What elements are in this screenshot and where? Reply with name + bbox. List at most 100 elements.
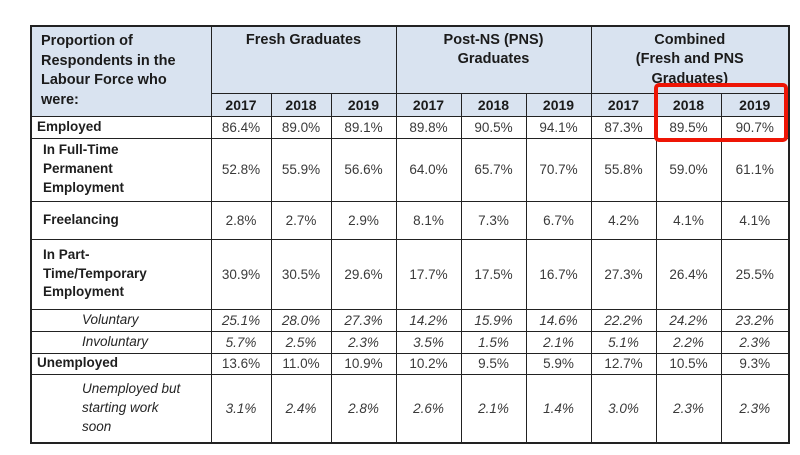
table-row: Freelancing 2.8% 2.7% 2.9% 8.1% 7.3% 6.7% 4.2% 4… [30, 200, 790, 240]
value-cell: 4.1% [720, 200, 790, 240]
row-label: In Full-Time Permanent Employment [30, 137, 212, 202]
value-cell: 10.5% [655, 352, 722, 375]
value-cell: 8.1% [395, 200, 462, 240]
row-label: Unemployed [30, 352, 212, 375]
row-label: Voluntary [30, 308, 212, 332]
value-cell: 2.7% [270, 200, 332, 240]
value-cell: 2.3% [655, 373, 722, 444]
value-cell: 86.4% [210, 115, 272, 139]
value-cell: 16.7% [525, 238, 592, 310]
value-cell: 10.9% [330, 352, 397, 375]
value-cell: 90.5% [460, 115, 527, 139]
value-cell: 2.1% [460, 373, 527, 444]
value-cell: 11.0% [270, 352, 332, 375]
value-cell: 89.0% [270, 115, 332, 139]
year-header: 2018 [655, 92, 722, 117]
value-cell: 2.3% [330, 330, 397, 354]
value-cell: 2.2% [655, 330, 722, 354]
value-cell: 2.6% [395, 373, 462, 444]
value-cell: 17.7% [395, 238, 462, 310]
value-cell: 27.3% [330, 308, 397, 332]
row-label: In Part- Time/Temporary Employment [30, 238, 212, 310]
table-row: Unemployed but starting work soon 3.1% 2.4… [30, 373, 790, 444]
table-row: Voluntary 25.1% 28.0% 27.3% 14.2% 15.9% 14.6% 2… [30, 308, 790, 332]
row-label: Employed [30, 115, 212, 139]
employment-table: Proportion of Respondents in the Labour … [30, 25, 790, 444]
table-row: Employed 86.4% 89.0% 89.1% 89.8% 90.5% 94.1% 87… [30, 115, 790, 139]
value-cell: 13.6% [210, 352, 272, 375]
table-row: Unemployed 13.6% 11.0% 10.9% 10.2% 9.5% 5.9% 12… [30, 352, 790, 375]
value-cell: 55.8% [590, 137, 657, 202]
value-cell: 3.1% [210, 373, 272, 444]
value-cell: 55.9% [270, 137, 332, 202]
value-cell: 28.0% [270, 308, 332, 332]
value-cell: 2.8% [210, 200, 272, 240]
value-cell: 26.4% [655, 238, 722, 310]
value-cell: 6.7% [525, 200, 592, 240]
table-row: In Full-Time Permanent Employment 52.8% 55… [30, 137, 790, 202]
table-row: Involuntary 5.7% 2.5% 2.3% 3.5% 1.5% 2.1% 5.1% 2… [30, 330, 790, 354]
value-cell: 90.7% [720, 115, 790, 139]
group-header-post-ns-graduates: Post-NS (PNS) Graduates [395, 25, 592, 94]
year-header: 2019 [720, 92, 790, 117]
row-label: Freelancing [30, 200, 212, 240]
group-header-fresh-graduates: Fresh Graduates [210, 25, 397, 94]
value-cell: 87.3% [590, 115, 657, 139]
value-cell: 2.3% [720, 373, 790, 444]
value-cell: 94.1% [525, 115, 592, 139]
value-cell: 3.5% [395, 330, 462, 354]
value-cell: 23.2% [720, 308, 790, 332]
table-corner-header: Proportion of Respondents in the Labour … [30, 25, 212, 117]
value-cell: 2.4% [270, 373, 332, 444]
year-header-row: 2017 2018 2019 2017 2018 2019 2017 2018 2019 [31, 92, 790, 117]
value-cell: 2.9% [330, 200, 397, 240]
value-cell: 2.3% [720, 330, 790, 354]
year-header: 2018 [270, 92, 332, 117]
value-cell: 22.2% [590, 308, 657, 332]
value-cell: 3.0% [590, 373, 657, 444]
group-header-row: Proportion of Respondents in the Labour … [30, 25, 790, 117]
value-cell: 30.5% [270, 238, 332, 310]
year-header: 2019 [330, 92, 397, 117]
value-cell: 14.2% [395, 308, 462, 332]
value-cell: 5.9% [525, 352, 592, 375]
group-header-combined-graduates: Combined (Fresh and PNS Graduates) [590, 25, 790, 94]
year-header: 2017 [395, 92, 462, 117]
value-cell: 59.0% [655, 137, 722, 202]
value-cell: 29.6% [330, 238, 397, 310]
value-cell: 52.8% [210, 137, 272, 202]
value-cell: 15.9% [460, 308, 527, 332]
value-cell: 25.1% [210, 308, 272, 332]
value-cell: 70.7% [525, 137, 592, 202]
employment-table-container: Proportion of Respondents in the Labour … [30, 25, 790, 444]
value-cell: 5.1% [590, 330, 657, 354]
value-cell: 25.5% [720, 238, 790, 310]
value-cell: 12.7% [590, 352, 657, 375]
value-cell: 2.1% [525, 330, 592, 354]
value-cell: 10.2% [395, 352, 462, 375]
value-cell: 89.5% [655, 115, 722, 139]
year-header: 2019 [525, 92, 592, 117]
value-cell: 1.5% [460, 330, 527, 354]
value-cell: 56.6% [330, 137, 397, 202]
value-cell: 30.9% [210, 238, 272, 310]
value-cell: 64.0% [395, 137, 462, 202]
value-cell: 17.5% [460, 238, 527, 310]
value-cell: 14.6% [525, 308, 592, 332]
value-cell: 2.8% [330, 373, 397, 444]
year-header: 2018 [460, 92, 527, 117]
value-cell: 1.4% [525, 373, 592, 444]
year-header: 2017 [590, 92, 657, 117]
year-header: 2017 [210, 92, 272, 117]
value-cell: 24.2% [655, 308, 722, 332]
value-cell: 5.7% [210, 330, 272, 354]
value-cell: 89.8% [395, 115, 462, 139]
value-cell: 2.5% [270, 330, 332, 354]
row-label: Involuntary [30, 330, 212, 354]
table-row: In Part- Time/Temporary Employment 30.9% 3… [30, 238, 790, 310]
value-cell: 7.3% [460, 200, 527, 240]
value-cell: 4.2% [590, 200, 657, 240]
value-cell: 4.1% [655, 200, 722, 240]
value-cell: 61.1% [720, 137, 790, 202]
